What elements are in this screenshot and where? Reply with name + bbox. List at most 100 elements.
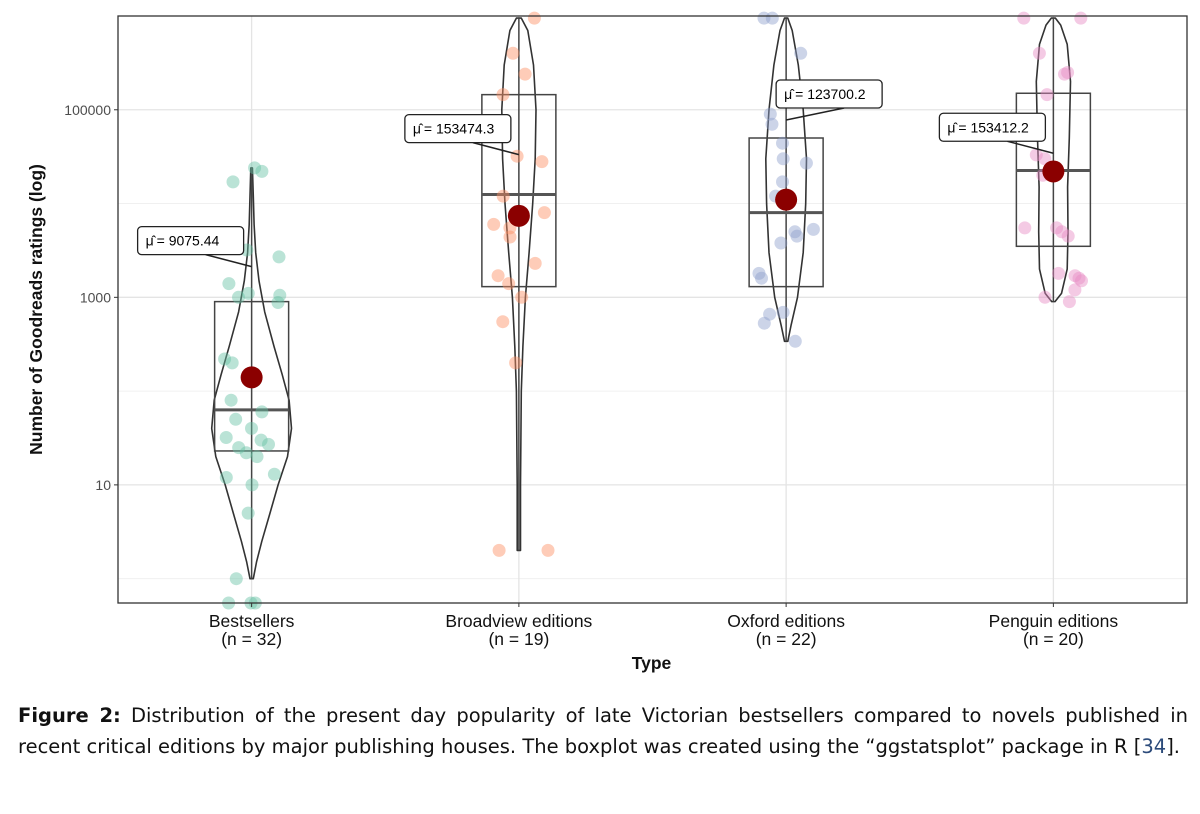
data-point — [1068, 283, 1082, 297]
mean-label-box — [938, 112, 1047, 142]
data-point — [788, 225, 802, 239]
data-point — [1062, 295, 1076, 309]
data-point — [757, 316, 771, 330]
box — [213, 300, 290, 452]
mean-label-connector — [205, 253, 252, 268]
data-point — [496, 88, 510, 102]
box — [481, 93, 557, 288]
data-point — [241, 286, 255, 300]
violin — [210, 167, 293, 580]
data-point — [273, 288, 287, 302]
mean-point — [507, 204, 530, 227]
data-point — [218, 352, 232, 366]
mean-point — [240, 366, 263, 389]
figure-caption: Figure 2: Distribution of the present da… — [18, 700, 1188, 762]
mean-label-box — [136, 225, 245, 256]
mean-label: = 153474.3 — [424, 121, 495, 137]
data-point — [503, 230, 517, 244]
mean-label-symbol: μ̂ — [146, 233, 157, 249]
data-point — [1055, 225, 1069, 239]
data-point — [250, 450, 264, 464]
caption-text: Distribution of the present day populari… — [18, 704, 1188, 758]
data-point — [1040, 88, 1054, 102]
data-point — [518, 67, 532, 81]
plot-panel — [118, 16, 1187, 603]
data-point — [262, 437, 275, 451]
data-point — [225, 356, 239, 370]
x-tick-count-label: (n = 20) — [1023, 629, 1084, 649]
data-point — [1074, 11, 1088, 25]
data-point — [496, 189, 510, 203]
x-axis-title: Type — [632, 653, 672, 673]
x-tick-count-label: (n = 19) — [488, 629, 549, 649]
data-point — [1018, 221, 1032, 235]
mean-label-box — [775, 79, 883, 109]
data-point — [755, 271, 768, 285]
x-tick-label: Broadview editions — [445, 611, 592, 631]
mean-label-connector — [472, 141, 520, 156]
data-point — [776, 305, 790, 319]
y-tick-label: 100000 — [64, 102, 111, 118]
data-point — [806, 222, 820, 236]
mean-label: = 123700.2 — [795, 86, 866, 102]
x-tick-count-label: (n = 32) — [221, 629, 282, 649]
data-point — [232, 441, 246, 455]
data-point — [255, 405, 269, 419]
data-point — [765, 117, 779, 131]
data-point — [1052, 266, 1065, 280]
mean-label-symbol: μ̂ — [784, 86, 795, 102]
data-point — [229, 412, 243, 426]
data-point — [487, 217, 501, 231]
y-axis-title: Number of Goodreads ratings (log) — [26, 164, 46, 455]
data-point — [506, 46, 520, 60]
data-point — [794, 46, 808, 60]
data-point — [491, 269, 505, 283]
data-point — [226, 175, 240, 189]
plot-border — [117, 15, 1188, 604]
data-point — [774, 236, 788, 250]
data-point — [245, 421, 258, 435]
group-oxford-editions: μ̂ = 123700.2 Oxford editions(n = 22) — [727, 11, 883, 649]
mean-label-symbol: μ̂ — [413, 121, 424, 137]
data-point — [541, 543, 555, 557]
data-point — [1068, 269, 1082, 283]
data-point — [1050, 221, 1064, 235]
data-point — [1075, 274, 1088, 288]
data-point — [799, 156, 813, 170]
data-point — [1061, 66, 1075, 79]
data-point — [763, 107, 777, 121]
mean-label-symbol: μ̂ — [947, 119, 958, 135]
data-point — [271, 296, 285, 309]
data-point — [510, 149, 524, 163]
mean-point — [775, 188, 798, 211]
data-point — [535, 155, 549, 169]
y-tick-label: 1000 — [80, 289, 111, 305]
data-point — [515, 290, 529, 304]
data-point — [241, 506, 255, 520]
data-point — [1032, 46, 1046, 60]
data-point — [528, 256, 542, 270]
data-point — [496, 315, 510, 329]
data-point — [1058, 67, 1071, 81]
x-tick-label: Bestsellers — [209, 611, 295, 631]
data-point — [492, 543, 506, 557]
data-point — [232, 290, 245, 304]
mean-label-connector — [785, 107, 845, 121]
x-tick-label: Penguin editions — [989, 611, 1119, 631]
data-point — [763, 307, 777, 321]
data-point — [1029, 148, 1043, 162]
x-tick-label: Oxford editions — [727, 611, 845, 631]
data-point — [776, 136, 789, 150]
data-point — [776, 152, 790, 166]
mean-label: = 153412.2 — [958, 119, 1029, 135]
data-point — [267, 467, 281, 481]
mean-label: = 9075.44 — [157, 233, 220, 249]
caption-label: Figure 2: — [18, 704, 121, 727]
data-point — [224, 393, 238, 407]
data-point — [255, 164, 269, 178]
mean-point — [1042, 160, 1065, 183]
y-tick-label: 10 — [95, 477, 111, 493]
data-point — [254, 433, 268, 447]
data-point — [222, 277, 236, 291]
